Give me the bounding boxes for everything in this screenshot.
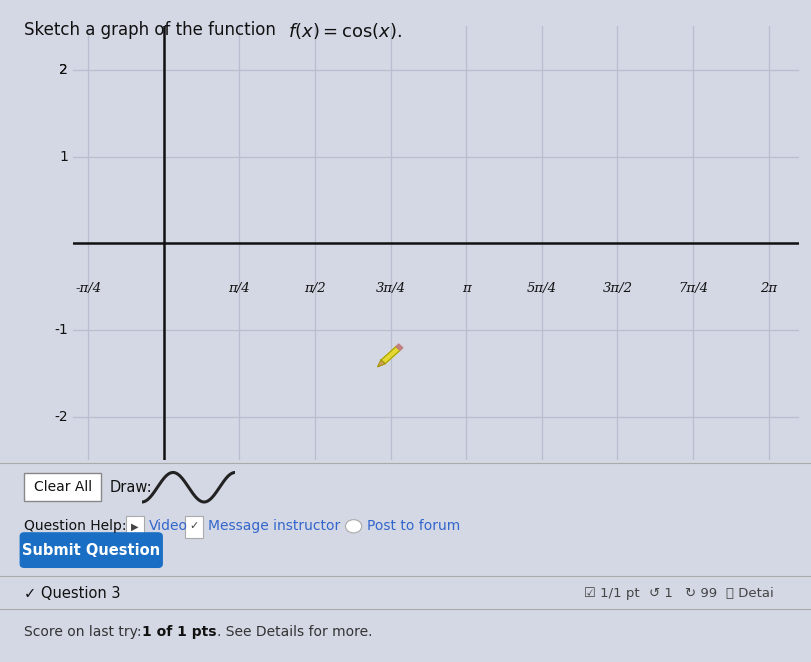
Text: ↺ 1: ↺ 1 [649, 587, 672, 600]
Text: 3π/2: 3π/2 [603, 282, 633, 295]
Text: π: π [461, 282, 470, 295]
Polygon shape [396, 344, 403, 350]
Text: Message instructor: Message instructor [208, 519, 340, 534]
Text: $f(x) = \cos(x).$: $f(x) = \cos(x).$ [288, 21, 401, 41]
Text: Video: Video [148, 519, 187, 534]
Text: 2π: 2π [760, 282, 777, 295]
Polygon shape [381, 347, 400, 363]
Text: ☑ 1/1 pt: ☑ 1/1 pt [584, 587, 640, 600]
Text: ▶: ▶ [131, 521, 139, 532]
Text: ✓ Question 3: ✓ Question 3 [24, 587, 121, 601]
Text: -1: -1 [54, 323, 68, 337]
Text: π/2: π/2 [304, 282, 326, 295]
Text: 7π/4: 7π/4 [678, 282, 708, 295]
Text: 1 of 1 pts: 1 of 1 pts [142, 625, 217, 639]
Text: ↻ 99: ↻ 99 [685, 587, 718, 600]
Text: 1: 1 [59, 150, 68, 164]
Text: 3π/4: 3π/4 [375, 282, 406, 295]
Text: Sketch a graph of the function: Sketch a graph of the function [24, 21, 281, 39]
Text: . See Details for more.: . See Details for more. [217, 625, 373, 639]
Text: -π/4: -π/4 [75, 282, 101, 295]
Text: -2: -2 [54, 410, 68, 424]
Text: Submit Question: Submit Question [22, 543, 161, 557]
Text: Score on last try:: Score on last try: [24, 625, 146, 639]
Text: Draw:: Draw: [109, 480, 152, 495]
Text: ⓘ Detai: ⓘ Detai [726, 587, 774, 600]
Text: ✓: ✓ [189, 521, 199, 532]
Text: Post to forum: Post to forum [367, 519, 461, 534]
Polygon shape [378, 360, 385, 367]
Text: π/4: π/4 [229, 282, 250, 295]
Text: 2: 2 [59, 63, 68, 77]
Text: 5π/4: 5π/4 [527, 282, 557, 295]
Text: Question Help:: Question Help: [24, 519, 127, 534]
Text: Clear All: Clear All [34, 480, 92, 495]
Text: 2: 2 [59, 63, 68, 77]
